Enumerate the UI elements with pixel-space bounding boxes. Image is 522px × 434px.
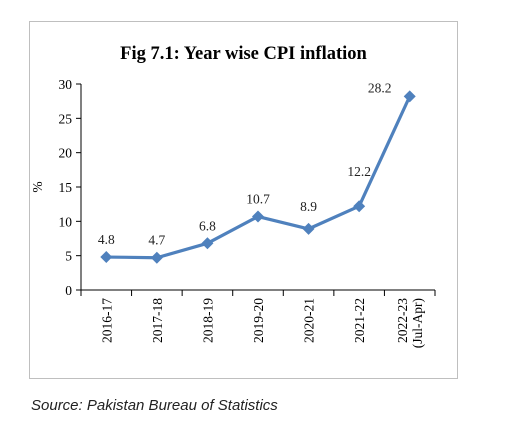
x-tick-label-line: 2022-23: [395, 298, 410, 343]
y-tick-label: 20: [59, 146, 73, 161]
data-point: [150, 251, 163, 264]
y-axis-title: %: [30, 181, 45, 192]
y-tick-label: 5: [65, 249, 72, 264]
data-label: 4.7: [148, 233, 165, 248]
x-tick-label-line: 2016-17: [99, 298, 114, 343]
chart-title: Fig 7.1: Year wise CPI inflation: [120, 44, 367, 64]
x-tick-label: 2019-20: [251, 298, 266, 343]
x-tick-label-line: 2018-19: [200, 298, 215, 343]
data-label: 12.2: [347, 164, 371, 179]
data-point: [201, 237, 214, 250]
chart-frame: Fig 7.1: Year wise CPI inflation: [29, 21, 458, 379]
source-note: Source: Pakistan Bureau of Statistics: [31, 397, 278, 414]
y-tick-label: 10: [59, 214, 73, 229]
x-tick-label: 2016-17: [99, 298, 114, 343]
y-tick-label: 30: [59, 77, 73, 92]
data-point: [353, 200, 366, 213]
data-point: [252, 210, 264, 223]
data-label: 8.9: [300, 199, 317, 214]
x-tick-label: 2022-23 (Jul-Apr): [395, 298, 425, 348]
x-tick-label-line: 2021-22: [352, 298, 367, 343]
data-point: [302, 222, 315, 235]
x-tick-label-line: 2019-20: [251, 298, 266, 343]
x-tick-label: 2018-19: [200, 298, 215, 343]
x-tick-label: 2020-21: [302, 298, 317, 343]
data-point: [100, 251, 113, 264]
data-label: 4.8: [98, 232, 115, 247]
data-label: 10.7: [246, 192, 270, 207]
data-point: [403, 90, 416, 103]
x-tick-label-line: 2017-18: [150, 298, 165, 343]
x-tick-label-line: 2020-21: [302, 298, 317, 343]
x-tick-label: 2021-22: [352, 298, 367, 343]
y-tick-label: 15: [59, 180, 73, 195]
y-tick-label: 25: [59, 111, 73, 126]
data-label: 28.2: [368, 80, 392, 95]
x-tick-label-line: (Jul-Apr): [410, 298, 425, 348]
y-tick-label: 0: [65, 283, 72, 298]
x-tick-label: 2017-18: [150, 298, 165, 343]
data-label: 6.8: [199, 218, 216, 233]
